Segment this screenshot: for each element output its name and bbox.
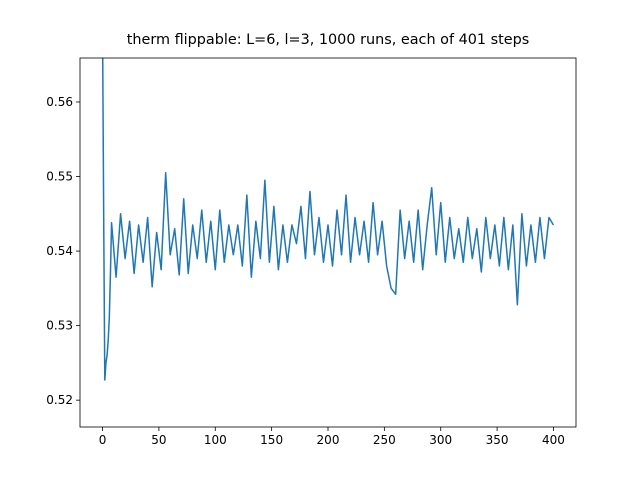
plot-frame xyxy=(79,57,577,428)
x-tick-label: 400 xyxy=(542,433,565,447)
y-tick-label: 0.52 xyxy=(46,393,73,407)
x-tick-label: 0 xyxy=(99,433,107,447)
x-tick-label: 200 xyxy=(317,433,340,447)
y-tick-label: 0.56 xyxy=(46,95,73,109)
x-tick-label: 300 xyxy=(429,433,452,447)
y-tick-label: 0.54 xyxy=(46,244,73,258)
x-tick-label: 100 xyxy=(204,433,227,447)
x-tick-label: 250 xyxy=(373,433,396,447)
x-tick-label: 350 xyxy=(486,433,509,447)
x-tick-label: 50 xyxy=(151,433,166,447)
y-tick-label: 0.53 xyxy=(46,319,73,333)
x-tick-label: 150 xyxy=(260,433,283,447)
chart-title: therm flippable: L=6, l=3, 1000 runs, ea… xyxy=(127,32,530,48)
y-tick-label: 0.55 xyxy=(46,170,73,184)
data-line xyxy=(101,58,555,381)
